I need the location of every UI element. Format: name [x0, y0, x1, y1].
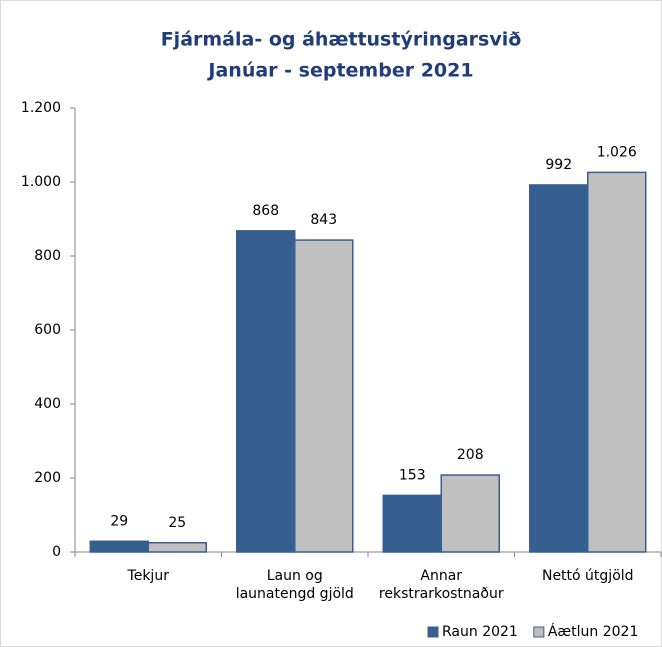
value-label: 992 [545, 157, 572, 173]
bar [89, 540, 149, 553]
value-label: 25 [168, 515, 186, 531]
value-label: 29 [110, 513, 128, 529]
bar [440, 474, 500, 553]
bar [587, 171, 647, 553]
value-label: 868 [252, 203, 279, 219]
x-tick-label: Nettó útgjöld [542, 568, 634, 584]
legend-label: Áætlun 2021 [548, 623, 639, 640]
x-tick-label: Annar [420, 568, 462, 584]
y-tick-label: 1.200 [21, 100, 61, 116]
x-tick-label: Laun og [267, 568, 323, 584]
x-tick-label: Tekjur [127, 568, 170, 584]
value-label: 153 [399, 467, 426, 483]
chart-title: Fjármála- og áhættustýringarsvið [161, 29, 522, 51]
bar [529, 184, 589, 553]
y-tick-label: 0 [52, 544, 61, 560]
y-tick-label: 600 [34, 322, 61, 338]
value-label: 1.026 [597, 144, 637, 160]
bar [294, 239, 354, 553]
value-label: 208 [457, 447, 484, 463]
x-tick-label: rekstrarkostnaður [379, 586, 504, 602]
y-tick-label: 200 [34, 470, 61, 486]
chart-subtitle: Janúar - september 2021 [206, 60, 473, 82]
value-label: 843 [310, 212, 337, 228]
bar [236, 230, 296, 553]
legend-swatch [427, 626, 439, 638]
legend-swatch [533, 626, 545, 638]
bar [382, 494, 442, 553]
y-tick-label: 400 [34, 396, 61, 412]
legend-label: Raun 2021 [442, 624, 518, 640]
y-tick-label: 1.000 [21, 174, 61, 190]
x-tick-label: launatengd gjöld [236, 586, 354, 602]
y-tick-label: 800 [34, 248, 61, 264]
bar [147, 542, 207, 553]
